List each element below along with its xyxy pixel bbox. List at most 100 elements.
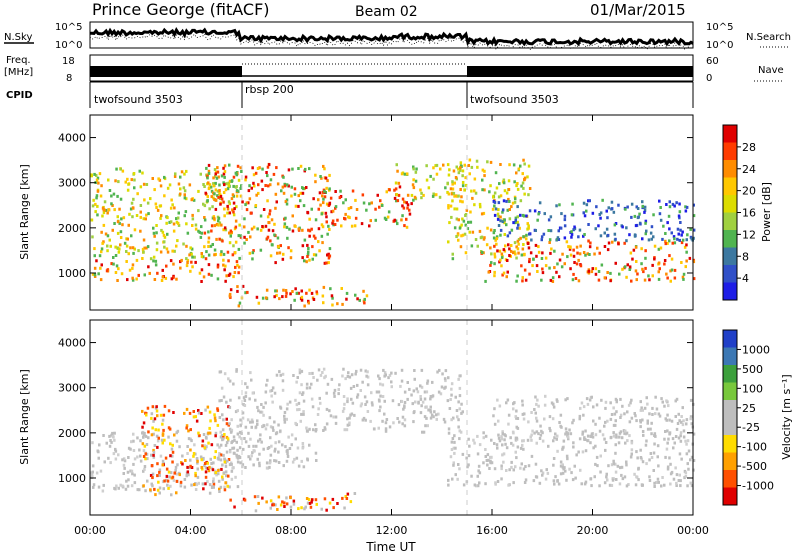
echo-cell — [159, 413, 163, 417]
echo-cell — [247, 230, 250, 234]
echo-cell — [587, 223, 590, 226]
echo-cell — [208, 431, 212, 435]
echo-cell — [613, 434, 616, 438]
echo-cell — [568, 247, 572, 251]
echo-cell — [184, 210, 188, 214]
echo-cell — [499, 215, 502, 219]
echo-cell — [630, 441, 634, 445]
echo-cell — [203, 218, 207, 222]
echo-cell — [497, 436, 501, 440]
echo-cell — [400, 368, 404, 372]
echo-cell — [260, 403, 263, 406]
echo-cell — [690, 455, 694, 459]
echo-cell — [669, 269, 672, 273]
echo-cell — [114, 271, 118, 274]
echo-cell — [275, 166, 278, 170]
echo-cell — [523, 412, 526, 416]
echo-cell — [654, 434, 657, 438]
echo-cell — [395, 163, 398, 167]
echo-cell — [510, 228, 514, 232]
echo-cell — [566, 255, 569, 259]
echo-cell — [596, 246, 599, 250]
echo-cell — [346, 492, 350, 496]
echo-cell — [265, 237, 269, 241]
echo-cell — [181, 454, 184, 458]
echo-cell — [285, 459, 289, 463]
echo-cell — [524, 478, 528, 482]
echo-cell — [630, 202, 634, 206]
echo-cell — [572, 441, 575, 445]
echo-cell — [251, 391, 255, 395]
echo-cell — [243, 498, 247, 502]
echo-cell — [460, 195, 463, 199]
echo-cell — [228, 422, 231, 426]
echo-cell — [587, 239, 590, 243]
echo-cell — [172, 276, 175, 280]
echo-cell — [537, 404, 540, 408]
echo-cell — [269, 254, 273, 258]
echo-cell — [223, 214, 226, 218]
echo-cell — [504, 442, 507, 446]
echo-cell — [496, 212, 500, 216]
echo-cell — [228, 294, 232, 298]
echo-cell — [447, 173, 451, 177]
echo-cell — [586, 402, 590, 406]
echo-cell — [625, 239, 628, 243]
echo-cell — [274, 206, 277, 210]
echo-cell — [522, 439, 525, 443]
freq-label-1: Freq. — [6, 55, 31, 66]
echo-cell — [614, 470, 618, 474]
echo-cell — [592, 446, 595, 450]
echo-cell — [150, 412, 154, 416]
echo-cell — [516, 187, 520, 191]
echo-cell — [385, 190, 388, 194]
freq-left-tick-top: 18 — [62, 56, 75, 67]
echo-cell — [257, 439, 260, 443]
x-axis-label: Time UT — [365, 540, 416, 554]
echo-cell — [305, 386, 309, 390]
echo-cell — [305, 291, 308, 295]
echo-cell — [508, 200, 511, 203]
echo-cell — [172, 222, 176, 226]
echo-cell — [217, 472, 220, 476]
echo-cell — [639, 448, 642, 452]
echo-cell — [93, 254, 96, 258]
echo-cell — [169, 442, 172, 446]
echo-cell — [218, 452, 221, 455]
echo-cell — [214, 434, 217, 438]
echo-cell — [206, 176, 209, 180]
x-tick-label: 00:00 — [74, 524, 106, 537]
echo-cell — [657, 412, 661, 416]
echo-cell — [244, 175, 248, 179]
echo-cell — [308, 234, 311, 238]
echo-cell — [203, 462, 207, 465]
echo-cell — [366, 370, 369, 374]
echo-cell — [692, 214, 696, 218]
echo-cell — [621, 404, 624, 408]
echo-cell — [652, 451, 656, 455]
echo-cell — [142, 421, 146, 425]
echo-cell — [250, 378, 253, 382]
echo-cell — [285, 496, 288, 500]
echo-cell — [516, 182, 519, 185]
echo-cell — [275, 293, 278, 297]
echo-cell — [487, 270, 490, 274]
echo-cell — [204, 466, 208, 470]
echo-cell — [101, 241, 104, 245]
echo-cell — [570, 213, 574, 217]
echo-cell — [220, 197, 224, 201]
echo-cell — [498, 439, 502, 443]
echo-cell — [200, 466, 203, 469]
echo-cell — [549, 229, 553, 233]
echo-cell — [582, 234, 585, 238]
echo-cell — [410, 193, 414, 197]
echo-cell — [492, 231, 496, 235]
echo-cell — [377, 390, 381, 394]
echo-cell — [658, 414, 662, 418]
echo-cell — [183, 478, 187, 481]
echo-cell — [223, 164, 227, 168]
echo-cell — [459, 168, 462, 172]
echo-cell — [579, 264, 583, 268]
echo-cell — [227, 181, 231, 185]
